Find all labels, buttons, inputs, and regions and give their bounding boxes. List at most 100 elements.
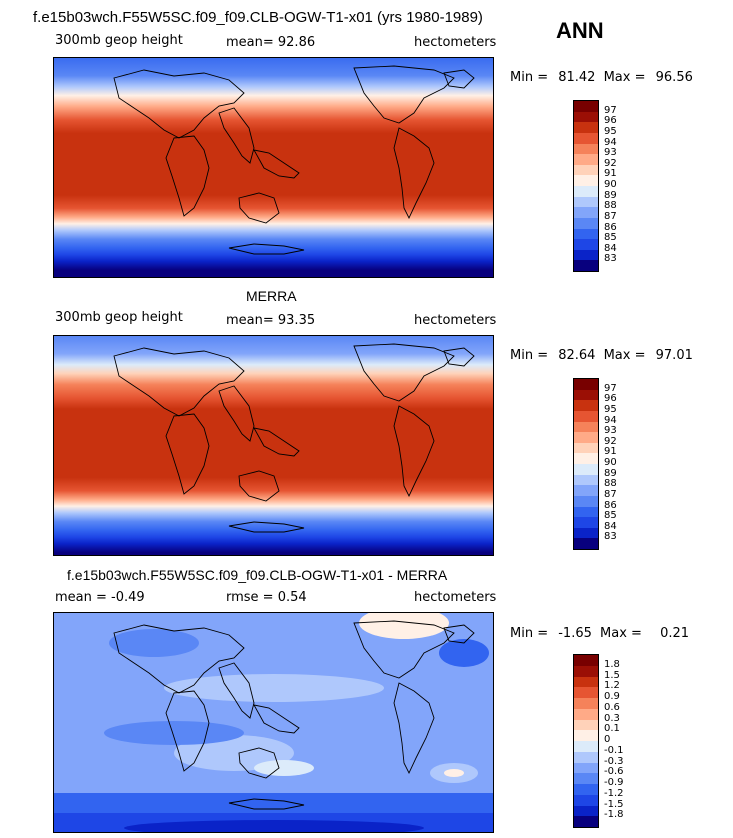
panel1-map <box>53 57 494 278</box>
panel1-variable-label: 300mb geop height <box>55 33 183 48</box>
colorbar-segment <box>574 400 598 411</box>
colorbar-segment <box>574 730 598 741</box>
colorbar-segment <box>574 805 598 817</box>
colorbar-tick-label: 87 <box>604 488 617 500</box>
colorbar-segment <box>574 698 598 709</box>
colorbar-segment <box>574 495 598 507</box>
panel2-map <box>53 335 494 556</box>
colorbar-tick-label: 1.5 <box>604 669 620 681</box>
panel3-rmse-label: rmse = 0.54 <box>226 590 307 605</box>
colorbar-segment <box>574 506 598 518</box>
colorbar-tick-label: 83 <box>604 253 617 265</box>
colorbar-tick-label: 86 <box>604 221 617 233</box>
colorbar-segment <box>574 784 598 795</box>
colorbar-segment <box>574 132 598 144</box>
colorbar-tick-label: -0.1 <box>604 744 624 756</box>
panel3-map <box>53 612 494 833</box>
colorbar-tick-label: -0.3 <box>604 755 624 767</box>
panel1-units-label: hectometers <box>414 35 497 50</box>
panel2-max-value: 97.01 <box>655 348 693 363</box>
colorbar-segment <box>574 762 598 774</box>
colorbar-tick-label: 0.1 <box>604 723 620 735</box>
colorbar-tick-label: 89 <box>604 189 617 201</box>
colorbar-tick-label: 94 <box>604 414 617 426</box>
panel3-minmax: Min = -1.65 Max = 0.21 <box>510 626 689 641</box>
colorbar-segment <box>574 164 598 176</box>
colorbar-segment <box>574 687 598 698</box>
panel1-mean-label: mean= 92.86 <box>226 35 316 50</box>
panel3-colorbar <box>573 654 599 828</box>
colorbar-tick-label: 95 <box>604 403 617 415</box>
colorbar-segment <box>574 379 598 390</box>
colorbar-tick-label: 96 <box>604 393 617 405</box>
season-label: ANN <box>556 18 604 43</box>
panel1-title: f.e15b03wch.F55W5SC.f09_f09.CLB-OGW-T1-x… <box>33 9 483 26</box>
colorbar-tick-label: 88 <box>604 200 617 212</box>
panel1-minmax: Min = 81.42 Max = 96.56 <box>510 70 693 85</box>
colorbar-segment <box>574 111 598 123</box>
colorbar-tick-label: 0.3 <box>604 712 620 724</box>
colorbar-tick-label: 1.8 <box>604 658 620 670</box>
panel3-max-value: 0.21 <box>660 626 690 641</box>
colorbar-segment <box>574 464 598 475</box>
colorbar-tick-label: 87 <box>604 210 617 222</box>
colorbar-tick-label: -0.9 <box>604 777 624 788</box>
colorbar-tick-label: 96 <box>604 115 617 127</box>
colorbar-segment <box>574 485 598 496</box>
colorbar-tick-label: 88 <box>604 478 617 490</box>
colorbar-segment <box>574 154 598 165</box>
panel2-colorbar <box>573 378 599 550</box>
colorbar-segment <box>574 773 598 784</box>
colorbar-segment <box>574 741 598 752</box>
colorbar-segment <box>574 708 598 720</box>
panel1-colorbar <box>573 100 599 272</box>
colorbar-tick-label: -1.5 <box>604 798 624 810</box>
colorbar-tick-label: 97 <box>604 382 617 394</box>
panel2-units-label: hectometers <box>414 313 497 328</box>
colorbar-segment <box>574 453 598 464</box>
panel2-min-label: Min = <box>510 348 549 363</box>
colorbar-tick-label: 0.6 <box>604 701 620 713</box>
colorbar-tick-label: 83 <box>604 531 617 543</box>
colorbar-segment <box>574 751 598 763</box>
colorbar-tick-label: -1.2 <box>604 787 624 799</box>
colorbar-tick-label: 92 <box>604 435 617 447</box>
colorbar-segment <box>574 538 598 549</box>
colorbar-segment <box>574 101 598 112</box>
colorbar-segment <box>574 421 598 433</box>
panel2-variable-label: 300mb geop height <box>55 310 183 325</box>
panel3-min-label: Min = <box>510 626 549 641</box>
colorbar-segment <box>574 260 598 271</box>
colorbar-segment <box>574 186 598 197</box>
colorbar-segment <box>574 228 598 240</box>
colorbar-segment <box>574 517 598 528</box>
colorbar-segment <box>574 474 598 486</box>
panel2-max-label: Max = <box>603 348 646 363</box>
panel2-min-value: 82.64 <box>558 348 596 363</box>
colorbar-segment <box>574 249 598 261</box>
colorbar-segment <box>574 122 598 133</box>
colorbar-tick-label: 89 <box>604 467 617 479</box>
colorbar-segment <box>574 239 598 250</box>
colorbar-segment <box>574 655 598 666</box>
colorbar-tick-label: 85 <box>604 510 617 522</box>
colorbar-tick-label: -1.8 <box>604 809 624 821</box>
colorbar-tick-label: 0 <box>604 734 611 745</box>
panel1-min-label: Min = <box>510 70 549 85</box>
colorbar-tick-label: 84 <box>604 242 617 254</box>
panel3-units-label: hectometers <box>414 590 497 605</box>
colorbar-tick-label: -0.6 <box>604 766 624 778</box>
colorbar-tick-label: 0.9 <box>604 691 620 702</box>
panel3-mean-label: mean = -0.49 <box>55 590 145 605</box>
colorbar-tick-label: 97 <box>604 104 617 116</box>
colorbar-segment <box>574 676 598 688</box>
colorbar-tick-label: 95 <box>604 125 617 137</box>
colorbar-tick-label: 91 <box>604 168 617 180</box>
panel2-mean-label: mean= 93.35 <box>226 313 316 328</box>
colorbar-tick-label: 91 <box>604 446 617 458</box>
panel1-min-value: 81.42 <box>558 70 596 85</box>
colorbar-segment <box>574 665 598 677</box>
colorbar-tick-label: 85 <box>604 232 617 244</box>
colorbar-segment <box>574 207 598 218</box>
colorbar-segment <box>574 794 598 806</box>
